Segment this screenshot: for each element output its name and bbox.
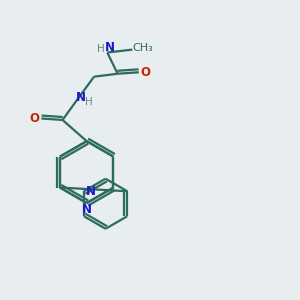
Text: N: N — [105, 41, 115, 54]
Text: N: N — [86, 185, 96, 198]
Text: H: H — [97, 44, 105, 54]
Text: CH₃: CH₃ — [132, 43, 153, 53]
Text: O: O — [30, 112, 40, 125]
Text: N: N — [76, 91, 86, 104]
Text: N: N — [82, 203, 92, 216]
Text: H: H — [85, 97, 93, 107]
Text: O: O — [140, 66, 150, 79]
